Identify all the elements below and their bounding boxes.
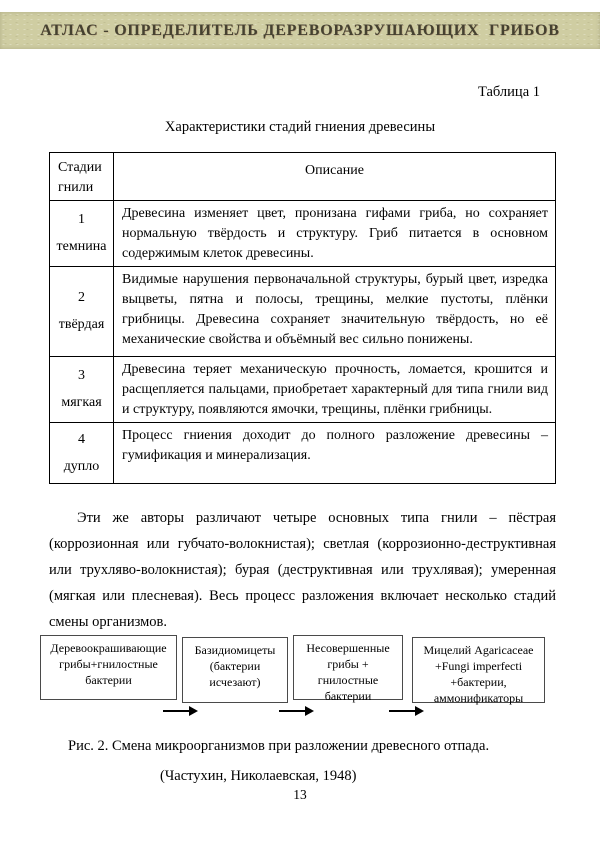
- arrow-right-icon: [163, 706, 198, 716]
- body-paragraph: Эти же авторы различают четыре основных …: [49, 510, 556, 630]
- table-header-row: Стадии гнили Описание: [49, 152, 556, 201]
- arrow-right-icon: [389, 706, 424, 716]
- flow-diagram-box: Базидиомицеты (бактерии исчезают): [182, 637, 288, 703]
- flow-diagram-box: Несовершенные грибы + гнилостные бактери…: [293, 635, 403, 703]
- stage-name: дупло: [63, 458, 100, 474]
- stage-name: твёрдая: [58, 317, 105, 332]
- stage-name: мягкая: [61, 395, 102, 410]
- column-header-description: Описание: [113, 152, 556, 201]
- description-cell: Древесина изменяет цвет, пронизана гифам…: [113, 200, 556, 267]
- table-number-label: Таблица 1: [477, 84, 540, 100]
- description-cell: Видимые нарушения первоначальной структу…: [113, 266, 556, 357]
- stage-number: 2: [78, 290, 85, 305]
- description-cell: Процесс гниения доходит до полного разло…: [113, 422, 556, 484]
- table-row: 2 твёрдая Видимые нарушения первоначальн…: [49, 266, 556, 357]
- page-header-banner: АТЛАС - ОПРЕДЕЛИТЕЛЬ ДЕРЕВОРАЗРУШАЮЩИХ Г…: [0, 12, 600, 49]
- stage-cell: 1 темнина: [49, 200, 114, 267]
- column-header-stage: Стадии гнили: [49, 152, 114, 201]
- figure-caption: Рис. 2. Смена микроорганизмов при разлож…: [68, 738, 490, 754]
- stage-number: 4: [78, 431, 85, 447]
- book-title: АТЛАС - ОПРЕДЕЛИТЕЛЬ ДЕРЕВОРАЗРУШАЮЩИХ Г…: [40, 21, 560, 39]
- stage-cell: 3 мягкая: [49, 356, 114, 423]
- stage-cell: 2 твёрдая: [49, 266, 114, 357]
- table-row: 1 темнина Древесина изменяет цвет, прони…: [49, 200, 556, 267]
- flow-diagram-box: Мицелий Agaricaceae +Fungi imperfecti +б…: [412, 637, 545, 705]
- flow-diagram-box: Деревоокрашивающие грибы+гнилостные бакт…: [40, 635, 177, 700]
- stage-number: 3: [78, 368, 85, 383]
- table-title: Характеристики стадий гниения древесины: [164, 119, 436, 135]
- stage-number: 1: [78, 212, 85, 227]
- stage-cell: 4 дупло: [49, 422, 114, 484]
- page-number: 13: [293, 787, 307, 802]
- stage-name: темнина: [56, 239, 107, 254]
- table-row: 4 дупло Процесс гниения доходит до полно…: [49, 422, 556, 484]
- arrow-right-icon: [279, 706, 314, 716]
- figure-source-reference: (Частухин, Николаевская, 1948): [160, 768, 357, 784]
- description-cell: Древесина теряет механическую прочность,…: [113, 356, 556, 423]
- table-row: 3 мягкая Древесина теряет механическую п…: [49, 356, 556, 423]
- rot-stages-table: Стадии гнили Описание 1 темнина Древесин…: [49, 152, 556, 484]
